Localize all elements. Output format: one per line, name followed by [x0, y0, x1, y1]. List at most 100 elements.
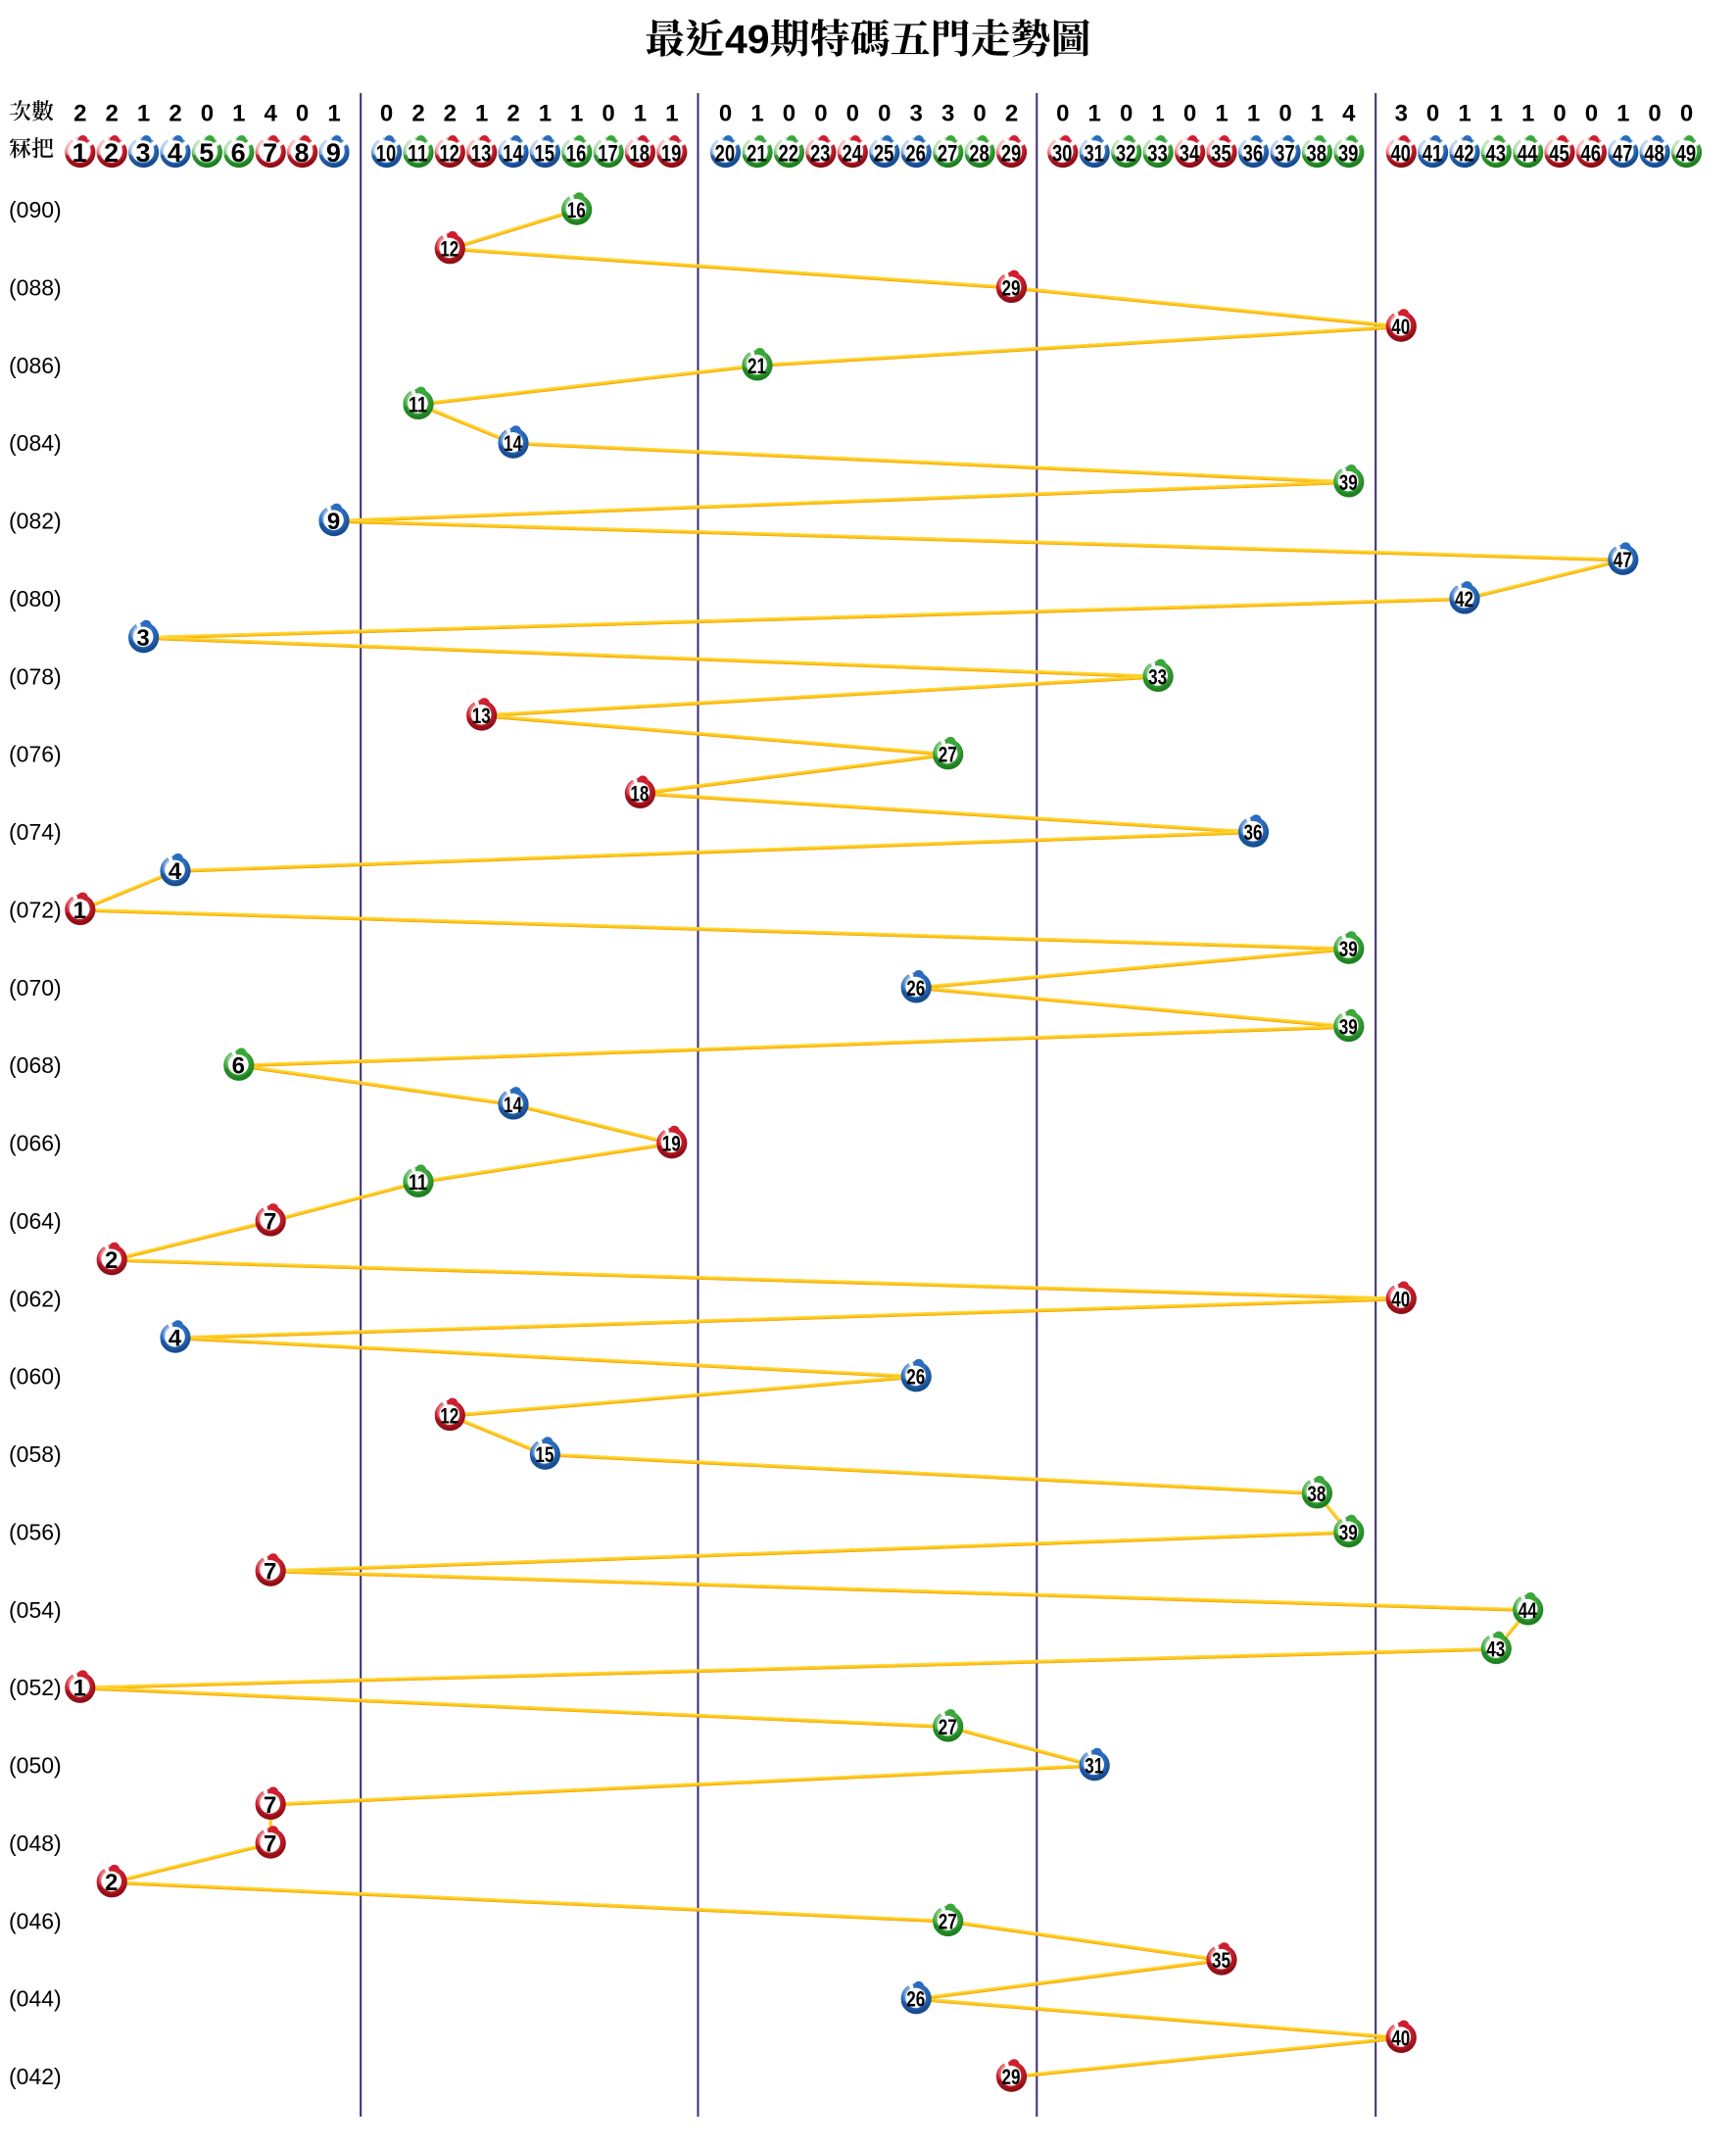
svg-text:0: 0: [1680, 101, 1693, 127]
svg-text:11: 11: [408, 140, 428, 167]
svg-text:36: 36: [1243, 140, 1264, 167]
svg-text:7: 7: [263, 138, 277, 168]
svg-text:0: 0: [296, 101, 309, 127]
svg-text:(086): (086): [9, 353, 62, 378]
svg-text:14: 14: [503, 140, 523, 167]
svg-text:28: 28: [969, 140, 989, 167]
svg-text:19: 19: [662, 1132, 681, 1156]
svg-text:24: 24: [842, 140, 862, 167]
svg-text:26: 26: [906, 976, 925, 1000]
svg-text:7: 7: [264, 1208, 276, 1235]
svg-text:29: 29: [1001, 140, 1022, 167]
svg-text:2: 2: [105, 1247, 118, 1274]
svg-text:(078): (078): [9, 663, 62, 689]
svg-text:43: 43: [1486, 1637, 1505, 1662]
svg-text:(076): (076): [9, 742, 62, 767]
svg-text:16: 16: [566, 140, 587, 167]
svg-text:44: 44: [1518, 140, 1538, 167]
svg-text:0: 0: [1183, 101, 1196, 127]
svg-text:(068): (068): [9, 1052, 62, 1078]
svg-text:33: 33: [1148, 664, 1167, 689]
svg-text:0: 0: [1278, 101, 1291, 127]
svg-text:47: 47: [1613, 140, 1633, 167]
svg-text:19: 19: [661, 140, 682, 167]
svg-text:0: 0: [719, 101, 732, 127]
svg-text:1: 1: [634, 101, 647, 127]
svg-text:34: 34: [1180, 140, 1200, 167]
svg-text:(070): (070): [9, 975, 62, 1000]
svg-text:1: 1: [475, 101, 488, 127]
svg-text:4: 4: [168, 138, 182, 168]
svg-text:31: 31: [1084, 140, 1104, 167]
svg-text:15: 15: [535, 140, 555, 167]
svg-text:49: 49: [725, 17, 770, 62]
svg-text:37: 37: [1275, 140, 1295, 167]
svg-text:(048): (048): [9, 1830, 62, 1856]
svg-text:0: 0: [1553, 101, 1566, 127]
svg-text:44: 44: [1519, 1598, 1537, 1623]
svg-text:0: 0: [783, 101, 796, 127]
svg-text:21: 21: [747, 140, 767, 167]
svg-text:14: 14: [504, 1093, 522, 1117]
svg-text:(062): (062): [9, 1286, 62, 1311]
svg-text:35: 35: [1211, 140, 1231, 167]
svg-text:38: 38: [1307, 1482, 1326, 1506]
svg-text:46: 46: [1581, 140, 1602, 167]
svg-text:47: 47: [1614, 548, 1632, 572]
svg-text:3: 3: [1395, 101, 1408, 127]
svg-text:12: 12: [439, 140, 459, 167]
svg-text:2: 2: [411, 101, 424, 127]
svg-text:22: 22: [779, 140, 799, 167]
svg-text:48: 48: [1644, 140, 1664, 167]
svg-text:(074): (074): [9, 819, 62, 845]
svg-text:40: 40: [1391, 315, 1410, 339]
svg-text:(084): (084): [9, 430, 62, 456]
svg-text:(060): (060): [9, 1364, 62, 1390]
svg-text:21: 21: [747, 354, 766, 378]
svg-text:9: 9: [327, 509, 340, 535]
svg-text:39: 39: [1339, 1521, 1358, 1545]
svg-text:0: 0: [973, 101, 986, 127]
svg-text:1: 1: [73, 1676, 86, 1702]
svg-text:1: 1: [1311, 101, 1324, 127]
svg-text:39: 39: [1339, 1015, 1358, 1040]
svg-text:1: 1: [1247, 101, 1260, 127]
svg-text:35: 35: [1212, 1948, 1230, 1973]
svg-text:26: 26: [906, 1987, 925, 2012]
svg-text:1: 1: [1458, 101, 1471, 127]
svg-text:2: 2: [105, 1870, 118, 1896]
svg-text:27: 27: [939, 743, 957, 767]
svg-text:23: 23: [810, 140, 831, 167]
svg-text:0: 0: [1648, 101, 1661, 127]
svg-text:1: 1: [1088, 101, 1101, 127]
svg-text:1: 1: [73, 898, 86, 924]
svg-text:0: 0: [878, 101, 891, 127]
svg-text:(090): (090): [9, 197, 62, 222]
svg-text:32: 32: [1116, 140, 1136, 167]
svg-text:0: 0: [1585, 101, 1598, 127]
svg-text:(064): (064): [9, 1208, 62, 1234]
svg-text:0: 0: [201, 101, 214, 127]
svg-text:0: 0: [814, 101, 827, 127]
svg-text:1: 1: [1151, 101, 1164, 127]
svg-text:43: 43: [1486, 140, 1507, 167]
svg-text:(088): (088): [9, 274, 62, 300]
svg-text:(082): (082): [9, 509, 62, 534]
svg-text:40: 40: [1391, 1287, 1410, 1311]
svg-text:0: 0: [602, 101, 614, 127]
svg-text:30: 30: [1052, 140, 1073, 167]
svg-text:1: 1: [72, 138, 87, 168]
svg-text:(054): (054): [9, 1597, 62, 1623]
svg-text:26: 26: [905, 140, 926, 167]
svg-text:0: 0: [1120, 101, 1133, 127]
svg-text:0: 0: [1056, 101, 1069, 127]
svg-text:39: 39: [1339, 470, 1358, 495]
svg-text:(072): (072): [9, 897, 62, 922]
svg-text:40: 40: [1391, 2025, 1410, 2050]
svg-text:16: 16: [567, 198, 586, 222]
svg-text:(058): (058): [9, 1441, 62, 1467]
svg-text:27: 27: [938, 140, 958, 167]
svg-text:18: 18: [630, 781, 649, 805]
svg-text:8: 8: [294, 138, 309, 168]
svg-text:6: 6: [231, 138, 246, 168]
